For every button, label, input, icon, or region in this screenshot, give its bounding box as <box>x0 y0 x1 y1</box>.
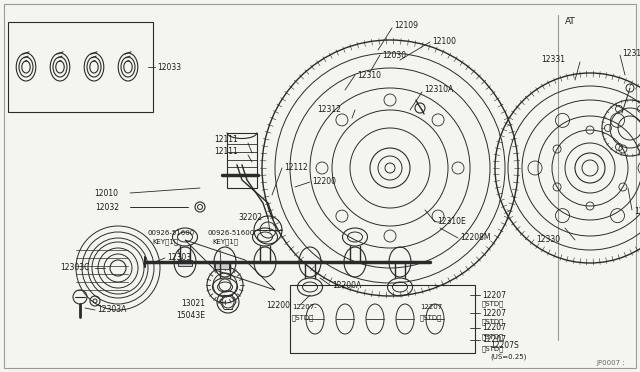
Text: 12303C: 12303C <box>61 263 90 273</box>
Text: 12032: 12032 <box>95 202 119 212</box>
Text: 15043E: 15043E <box>176 311 205 321</box>
Text: 12112: 12112 <box>284 164 308 173</box>
Text: 12310E: 12310E <box>437 218 466 227</box>
Text: 〈STD〉: 〈STD〉 <box>482 319 504 325</box>
Bar <box>178 260 192 266</box>
Text: 12331: 12331 <box>541 55 565 64</box>
Text: 12207-: 12207- <box>292 304 317 310</box>
Bar <box>215 263 229 269</box>
Text: 12010: 12010 <box>94 189 118 198</box>
Text: 12200A: 12200A <box>332 280 361 289</box>
Text: 12207: 12207 <box>482 308 506 317</box>
Text: KEY（1）: KEY（1） <box>212 239 238 245</box>
Text: 32202: 32202 <box>238 214 262 222</box>
Text: 12100: 12100 <box>432 38 456 46</box>
Bar <box>8 22 153 112</box>
Text: 12333: 12333 <box>634 208 640 217</box>
Text: 〈STD〉: 〈STD〉 <box>482 334 504 340</box>
Text: 〈STD〉: 〈STD〉 <box>420 315 442 321</box>
Text: 〈STD〉: 〈STD〉 <box>482 301 504 307</box>
Text: 12310A: 12310A <box>622 48 640 58</box>
Text: 12030: 12030 <box>382 51 406 60</box>
Text: 12303: 12303 <box>167 253 191 263</box>
Text: 12111: 12111 <box>214 148 238 157</box>
Bar <box>227 132 257 187</box>
Text: 12033: 12033 <box>157 62 181 71</box>
Text: 12330: 12330 <box>536 235 560 244</box>
Text: 12207: 12207 <box>482 291 506 299</box>
Text: 00926-51600: 00926-51600 <box>208 230 255 236</box>
Text: JP0007 :: JP0007 : <box>596 360 625 366</box>
Text: 12200: 12200 <box>312 177 336 186</box>
Text: 12207: 12207 <box>420 304 442 310</box>
Text: 12208M: 12208M <box>460 234 490 243</box>
Text: 13021: 13021 <box>181 298 205 308</box>
Text: (US=0.25): (US=0.25) <box>490 354 526 360</box>
Bar <box>290 285 475 353</box>
Text: 12303A: 12303A <box>97 305 126 314</box>
Text: 12310A: 12310A <box>424 86 453 94</box>
Text: 12111: 12111 <box>214 135 238 144</box>
Text: 12207S: 12207S <box>490 341 519 350</box>
Text: 〈STD〉: 〈STD〉 <box>292 315 314 321</box>
Text: 00926-51600: 00926-51600 <box>148 230 195 236</box>
Text: 12310: 12310 <box>357 71 381 80</box>
Text: 12312: 12312 <box>317 106 341 115</box>
Text: 12207: 12207 <box>482 324 506 333</box>
Text: 12200: 12200 <box>266 301 290 310</box>
Text: KEY（1）: KEY（1） <box>152 239 178 245</box>
Text: 〈STD〉: 〈STD〉 <box>482 346 504 352</box>
Text: 12207: 12207 <box>482 336 506 344</box>
Text: 12109: 12109 <box>394 22 418 31</box>
Text: AT: AT <box>565 17 576 26</box>
